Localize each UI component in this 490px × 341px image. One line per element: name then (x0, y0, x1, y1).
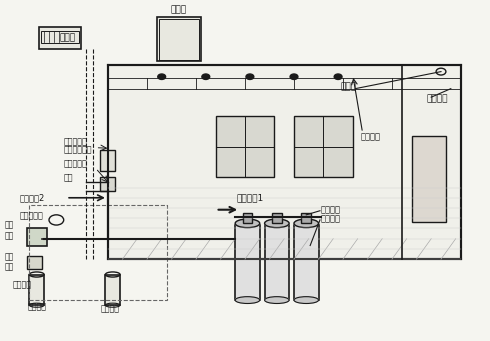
Circle shape (290, 74, 298, 79)
Text: 저장용기: 저장용기 (321, 214, 341, 223)
Bar (41, 31, 79, 43)
Ellipse shape (265, 297, 289, 303)
Bar (272, 213, 282, 223)
Text: 감지기: 감지기 (341, 83, 357, 91)
Bar (29, 275, 44, 305)
Bar (216, 116, 274, 177)
Text: 안전
밸브: 안전 밸브 (5, 252, 14, 271)
Text: 선택
밸브: 선택 밸브 (5, 221, 14, 240)
Text: 방출표시등: 방출표시등 (64, 137, 87, 146)
Text: 음향장치: 음향장치 (426, 94, 448, 103)
Bar (235, 225, 260, 300)
Bar (159, 19, 199, 60)
Text: 방제반: 방제반 (171, 6, 187, 15)
Text: 방호구역2: 방호구역2 (20, 193, 45, 202)
Text: 기동용기: 기동용기 (12, 280, 31, 289)
Text: 분사헤드: 분사헤드 (360, 132, 380, 141)
Circle shape (158, 74, 166, 79)
Circle shape (334, 74, 342, 79)
Bar (39, 27, 81, 49)
Bar (105, 275, 120, 305)
Text: 피스톤릴리저: 피스톤릴리저 (64, 146, 92, 154)
Text: 방호구역1: 방호구역1 (236, 193, 264, 202)
Text: 용기밸브: 용기밸브 (27, 302, 46, 311)
Bar (243, 213, 252, 223)
Text: 제어반: 제어반 (60, 33, 76, 42)
Bar (29, 205, 167, 300)
Text: 댐퍼: 댐퍼 (64, 174, 73, 182)
Text: 압력스위치: 압력스위치 (20, 211, 43, 220)
Circle shape (246, 74, 254, 79)
Bar (100, 177, 115, 191)
Bar (157, 17, 201, 61)
Ellipse shape (235, 297, 260, 303)
Circle shape (202, 74, 210, 79)
Ellipse shape (265, 219, 289, 228)
Ellipse shape (294, 219, 318, 228)
Bar (412, 136, 446, 222)
Bar (108, 65, 461, 259)
Text: 체크밸브: 체크밸브 (101, 304, 120, 313)
Bar (27, 256, 42, 269)
Bar (294, 116, 353, 177)
Bar (27, 228, 47, 246)
Bar (265, 225, 289, 300)
Ellipse shape (294, 297, 318, 303)
Text: 수동조작함: 수동조작함 (64, 159, 87, 168)
Text: 용기밸브: 용기밸브 (321, 205, 341, 214)
Bar (301, 213, 311, 223)
Bar (100, 150, 115, 170)
Bar (294, 225, 318, 300)
Ellipse shape (235, 219, 260, 228)
